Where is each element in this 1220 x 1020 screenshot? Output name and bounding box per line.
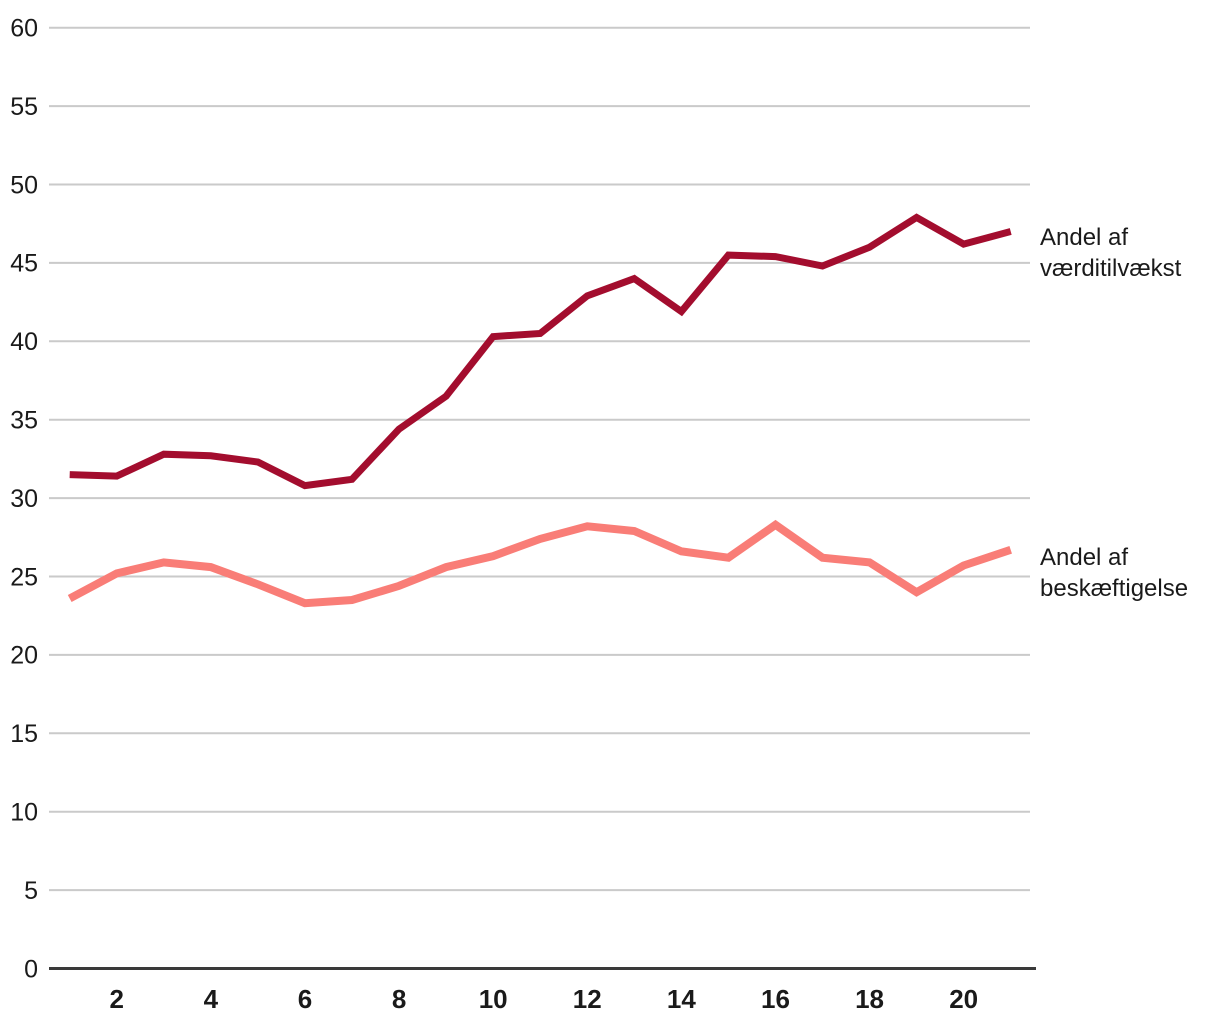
x-tick-label-6: 6 [298, 984, 312, 1014]
x-tick-label-4: 4 [204, 984, 219, 1014]
y-tick-label-30: 30 [10, 485, 38, 513]
series-label-vaerditilvaekst: Andel af værditilvækst [1040, 224, 1182, 282]
x-tick-label-12: 12 [573, 984, 602, 1014]
x-tick-label-14: 14 [667, 984, 696, 1014]
y-tick-label-35: 35 [10, 406, 38, 434]
series-label-beskaeftigelse: Andel af beskæftigelse [1040, 544, 1189, 602]
y-tick-label-45: 45 [10, 250, 38, 278]
y-tick-label-15: 15 [10, 720, 38, 748]
y-tick-label-55: 55 [10, 93, 38, 121]
series-line-beskaeftigelse [67, 519, 1012, 608]
x-tick-label-16: 16 [761, 984, 790, 1014]
x-tick-label-18: 18 [855, 984, 884, 1014]
x-tick-label-20: 20 [949, 984, 978, 1014]
y-tick-label-40: 40 [10, 328, 38, 356]
y-tick-label-0: 0 [24, 955, 38, 983]
x-tick-label-8: 8 [392, 984, 406, 1014]
y-tick-label-25: 25 [10, 563, 38, 591]
y-tick-label-50: 50 [10, 171, 38, 199]
y-tick-label-10: 10 [10, 798, 38, 826]
y-tick-label-20: 20 [10, 642, 38, 670]
series-line-vaerditilvaekst [69, 213, 1012, 490]
y-tick-label-5: 5 [24, 877, 38, 905]
x-tick-label-10: 10 [479, 984, 508, 1014]
x-tick-label-2: 2 [110, 984, 124, 1014]
y-tick-label-60: 60 [10, 14, 38, 42]
